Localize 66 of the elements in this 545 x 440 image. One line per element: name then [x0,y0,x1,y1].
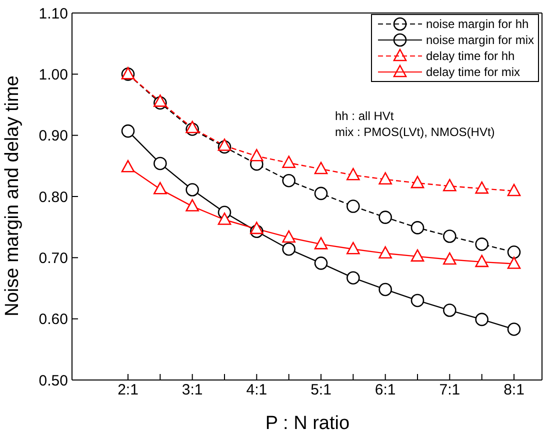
point [250,148,264,162]
point [346,271,360,284]
point [507,184,521,196]
y-tick-label: 0.60 [38,311,68,328]
x-axis-title: P : N ratio [264,413,351,435]
point [507,322,521,336]
x-tick-label: 7:1 [439,382,460,399]
y-tick-label: 1.10 [38,5,68,22]
point [154,156,167,170]
x-tick-label: 8:1 [504,382,524,399]
x-tick-label: 4:1 [246,382,268,399]
point [410,249,424,262]
x-tick-label: 3:1 [182,382,203,399]
y-axis-title: Noise margin and delay time [2,76,24,316]
point [475,312,488,326]
point [186,120,199,134]
legend-label: noise margin for hh [426,17,529,31]
point [121,160,135,172]
point [378,210,392,224]
point [475,238,488,251]
y-tick-label: 0.90 [38,128,68,145]
point [282,230,296,243]
point [154,94,167,107]
legend-label: delay time for mix [426,65,520,79]
point [314,186,328,200]
y-tick-label: 0.80 [38,188,68,206]
point [410,294,424,308]
annotation: mix : PMOS(LVt), NMOS(HVt) [335,124,495,140]
y-tick-label: 0.70 [38,250,68,267]
point [314,237,328,250]
point [378,172,392,185]
point [218,212,232,225]
point [282,242,296,256]
point [378,282,392,296]
point [378,246,392,259]
point [410,176,424,188]
point [346,168,360,180]
point [507,256,521,269]
point [218,138,232,151]
point [282,156,296,168]
point [443,304,456,317]
y-tick-label: 1.00 [38,66,68,84]
point [314,162,328,174]
point [443,178,456,192]
annotation: hh : all HVt [335,108,395,124]
legend-label: delay time for hh [426,49,515,63]
point [346,200,360,213]
legend-label: noise margin for mix [426,33,534,47]
point [282,174,296,188]
point [346,242,360,254]
point [186,199,199,212]
y-tick-label: 0.50 [38,372,68,390]
point [507,246,521,259]
point [443,252,456,265]
point [186,183,199,196]
point [121,124,135,138]
point [443,230,456,243]
point [410,221,424,234]
point [475,181,488,194]
point [314,256,328,270]
point [475,254,488,268]
point [154,182,167,194]
x-tick-label: 2:1 [118,382,138,399]
x-tick-label: 6:1 [374,382,396,399]
x-tick-label: 5:1 [310,382,332,399]
point [250,222,264,234]
